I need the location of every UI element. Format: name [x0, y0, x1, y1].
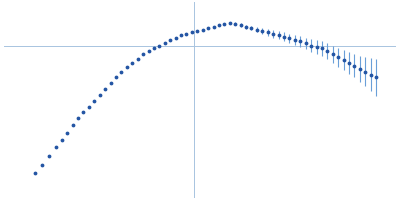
Point [221, 22, 228, 25]
Point [140, 53, 146, 56]
Point [134, 57, 141, 60]
Point [32, 172, 38, 175]
Point [357, 67, 363, 70]
Point [178, 34, 184, 37]
Point [281, 35, 287, 38]
Point [156, 44, 162, 47]
Point [248, 27, 255, 30]
Point [39, 163, 45, 166]
Point [118, 70, 125, 73]
Point [373, 76, 379, 79]
Point [270, 32, 276, 36]
Point [124, 66, 130, 69]
Point [64, 131, 70, 134]
Point [232, 22, 238, 25]
Point [254, 28, 260, 31]
Point [151, 47, 157, 50]
Point [91, 99, 98, 102]
Point [330, 53, 336, 56]
Point [313, 45, 320, 49]
Point [200, 28, 206, 31]
Point [86, 105, 92, 108]
Point [189, 31, 195, 34]
Point [70, 124, 76, 127]
Point [238, 24, 244, 27]
Point [227, 21, 233, 25]
Point [259, 29, 266, 33]
Point [167, 38, 173, 41]
Point [75, 117, 81, 120]
Point [368, 73, 374, 76]
Point [162, 41, 168, 44]
Point [53, 146, 60, 149]
Point [286, 37, 293, 40]
Point [46, 154, 52, 157]
Point [340, 58, 347, 62]
Point [216, 24, 222, 27]
Point [96, 93, 103, 97]
Point [129, 61, 136, 65]
Point [107, 82, 114, 85]
Point [102, 88, 108, 91]
Point [362, 70, 368, 73]
Point [351, 64, 358, 67]
Point [205, 27, 211, 30]
Point [243, 25, 249, 28]
Point [335, 56, 341, 59]
Point [319, 47, 325, 50]
Point [292, 38, 298, 41]
Point [297, 40, 304, 43]
Point [275, 34, 282, 37]
Point [308, 44, 314, 47]
Point [80, 111, 87, 114]
Point [346, 61, 352, 65]
Point [183, 32, 190, 36]
Point [324, 50, 330, 53]
Point [210, 25, 217, 28]
Point [302, 42, 309, 45]
Point [59, 138, 65, 142]
Point [194, 29, 200, 33]
Point [172, 37, 179, 40]
Point [264, 31, 271, 34]
Point [113, 76, 119, 79]
Point [145, 50, 152, 53]
